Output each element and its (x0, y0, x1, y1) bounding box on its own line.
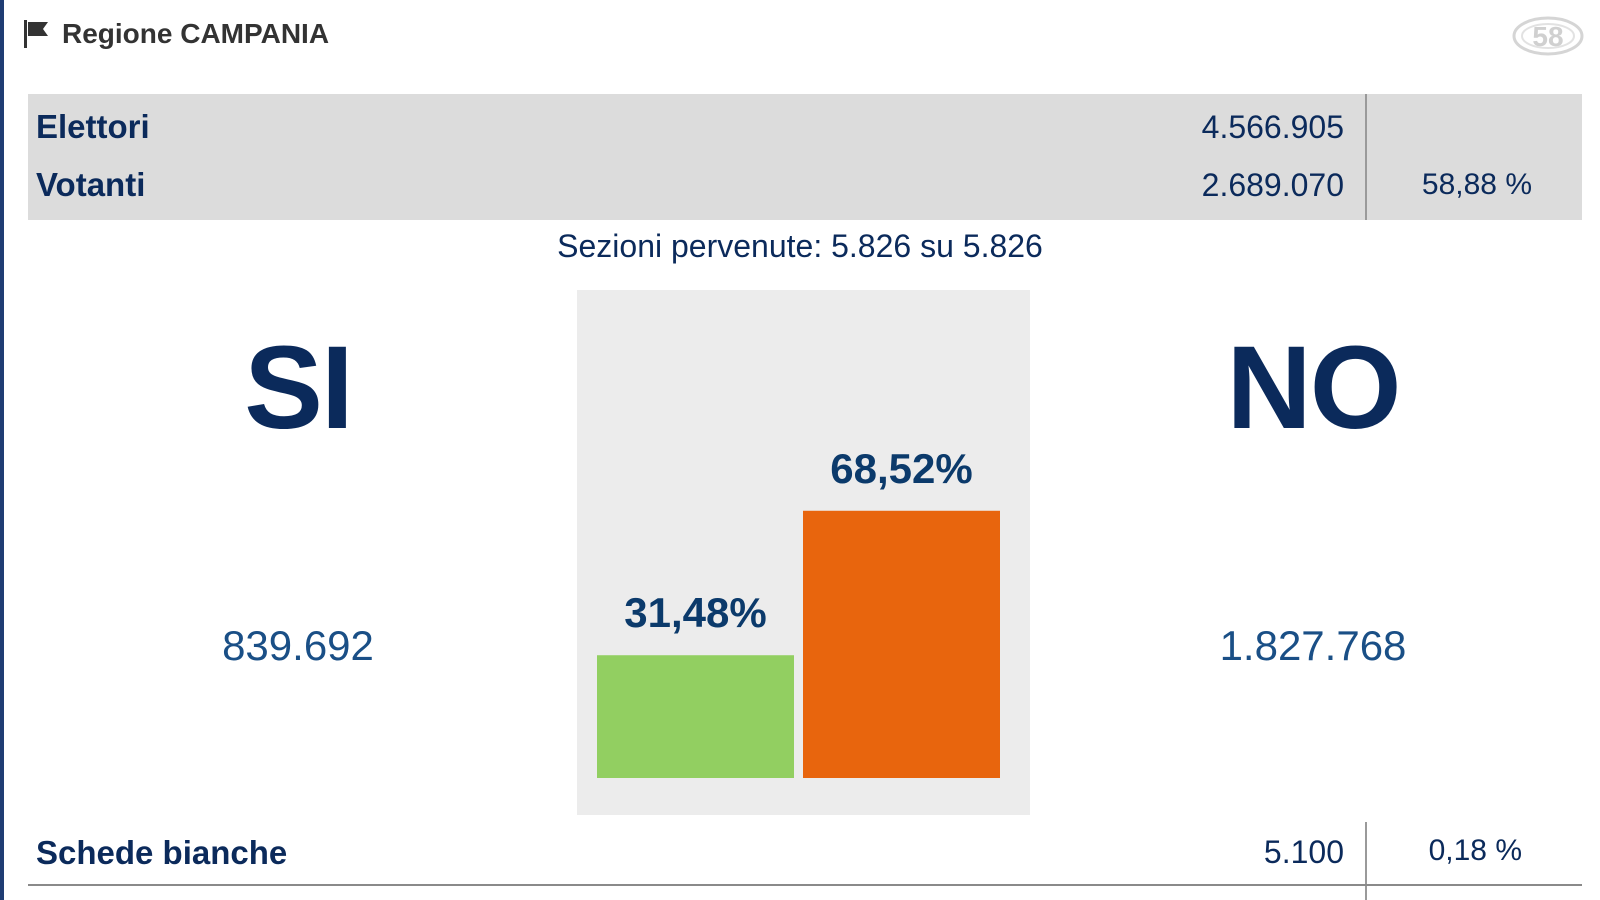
results-bar-chart: 31,48% 68,52% (597, 445, 1000, 778)
schede-underline (28, 884, 1582, 886)
no-count: 1.827.768 (1219, 622, 1407, 669)
schede-divider (1365, 822, 1367, 900)
votanti-value: 2.689.070 (1201, 166, 1344, 203)
results-chart-panel: 31,48% 68,52% (577, 290, 1030, 815)
votanti-label: Votanti (36, 166, 146, 203)
si-title: SI (244, 322, 354, 454)
no-title: NO (1226, 322, 1402, 454)
flag-icon (22, 18, 52, 50)
elettori-value: 4.566.905 (1201, 108, 1344, 145)
votanti-percent: 58,88 % (1421, 168, 1532, 201)
schede-bianche-label: Schede bianche (36, 834, 288, 871)
bar-no (803, 510, 1000, 778)
bar-label-no: 68,52% (830, 445, 972, 492)
region-header: Regione CAMPANIA (22, 14, 329, 54)
elettori-row: Elettori 4.566.905 (28, 102, 1582, 152)
logo-text: 58 (1532, 21, 1563, 52)
elettori-label: Elettori (36, 108, 150, 145)
schede-bianche-row: Schede bianche 5.100 0,18 % (28, 822, 1582, 900)
channel-logo: 58 (1512, 14, 1584, 58)
region-title: Regione CAMPANIA (62, 18, 330, 49)
bar-si (597, 655, 794, 778)
left-edge-bar (0, 0, 4, 900)
summary-table: Elettori 4.566.905 Votanti 2.689.070 58,… (28, 94, 1582, 220)
bar-label-si: 31,48% (624, 589, 766, 636)
schede-bianche-percent: 0,18 % (1428, 834, 1522, 867)
sezioni-pervenute: Sezioni pervenute: 5.826 su 5.826 (557, 228, 1043, 264)
schede-bianche-value: 5.100 (1263, 834, 1344, 870)
si-count: 839.692 (222, 622, 374, 669)
votanti-row: Votanti 2.689.070 58,88 % (28, 160, 1582, 210)
summary-divider (1365, 94, 1367, 220)
